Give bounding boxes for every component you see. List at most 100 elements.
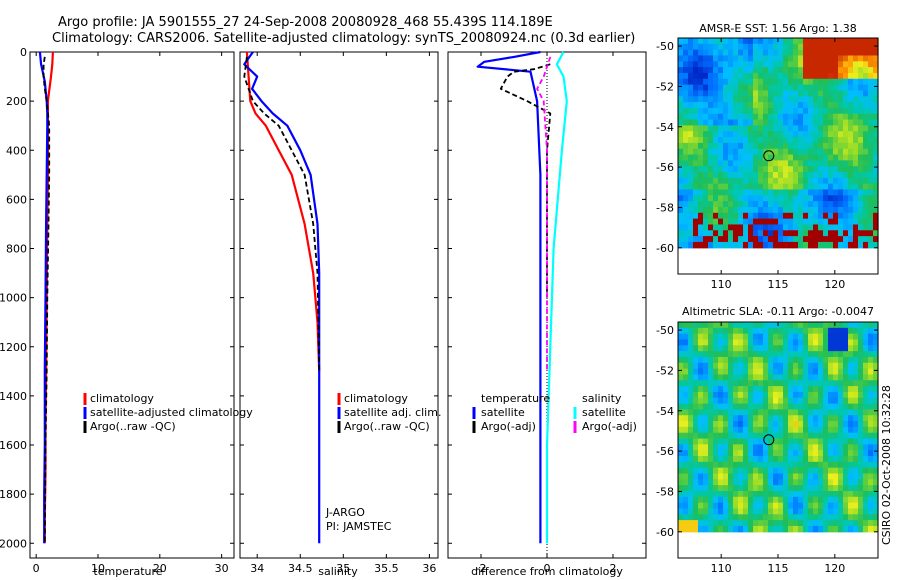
heatmap-cell: [748, 212, 754, 220]
heatmap-cell: [773, 490, 779, 498]
heatmap-cell: [708, 415, 714, 422]
heatmap-cell: [868, 409, 874, 416]
heatmap-cell: [783, 467, 789, 475]
heatmap-cell: [723, 206, 729, 214]
heatmap-cell: [823, 206, 829, 214]
heatmap-cell: [863, 131, 869, 138]
heatmap-cell: [863, 502, 869, 510]
heatmap-cell: [743, 339, 749, 346]
heatmap-cell: [753, 432, 759, 440]
heatmap-cell: [823, 142, 829, 150]
heatmap-cell: [863, 467, 869, 475]
heatmap-cell: [708, 520, 714, 527]
heatmap-cell: [778, 43, 784, 51]
heatmap-cell: [688, 160, 694, 167]
heatmap-cell: [708, 426, 714, 434]
heatmap-cell: [708, 467, 714, 475]
heatmap-cell: [788, 502, 794, 510]
heatmap-cell: [813, 362, 819, 370]
heatmap-cell: [828, 125, 834, 132]
heatmap-cell: [798, 391, 804, 399]
heatmap-cell: [688, 397, 694, 405]
heatmap-cell: [768, 172, 774, 179]
heatmap-cell: [803, 119, 809, 127]
heatmap-cell: [718, 409, 724, 416]
heatmap-cell: [693, 189, 699, 196]
heatmap-cell: [783, 438, 789, 445]
heatmap-cell: [803, 397, 809, 405]
heatmap-cell: [813, 380, 819, 387]
heatmap-cell: [728, 241, 734, 249]
heatmap-cell: [803, 386, 809, 393]
heatmap-cell: [688, 148, 694, 156]
heatmap-cell: [868, 236, 874, 243]
heatmap-cell: [823, 107, 829, 115]
heatmap-cell: [733, 467, 739, 475]
heatmap-cell: [748, 183, 754, 191]
heatmap-cell: [698, 450, 704, 457]
heatmap-cell: [853, 520, 859, 527]
heatmap-cell: [798, 397, 804, 405]
heatmap-cell: [838, 125, 844, 132]
heatmap-cell: [798, 84, 804, 92]
heatmap-cell: [803, 148, 809, 156]
heatmap-cell: [723, 473, 729, 480]
heatmap-cell: [823, 131, 829, 138]
heatmap-cell: [768, 397, 774, 405]
heatmap-cell: [838, 84, 844, 92]
heatmap-cell: [848, 432, 854, 440]
heatmap-cell: [858, 496, 864, 504]
heatmap-cell: [708, 514, 714, 521]
heatmap-cell: [798, 206, 804, 214]
heatmap-cell: [703, 49, 709, 57]
heatmap-cell: [828, 467, 834, 475]
heatmap-cell: [828, 154, 834, 161]
heatmap-cell: [728, 520, 734, 527]
heatmap-cell: [693, 525, 699, 533]
heatmap-cell: [763, 467, 769, 475]
heatmap-cell: [793, 461, 799, 469]
heatmap-cell: [803, 49, 809, 57]
heatmap-cell: [848, 327, 854, 335]
heatmap-cell: [703, 386, 709, 393]
heatmap-cell: [838, 107, 844, 115]
heatmap-cell: [823, 125, 829, 132]
heatmap-cell: [723, 322, 729, 329]
heatmap-cell: [708, 49, 714, 57]
heatmap-cell: [703, 148, 709, 156]
heatmap-cell: [768, 444, 774, 451]
heatmap-cell: [843, 224, 849, 231]
heatmap-cell: [778, 172, 784, 179]
heatmap-cell: [733, 212, 739, 220]
heatmap-cell: [748, 160, 754, 167]
heatmap-cell: [733, 514, 739, 521]
legend-heading-salinity: salinity: [582, 392, 622, 405]
heatmap-cell: [863, 333, 869, 341]
heatmap-cell: [873, 107, 879, 115]
heatmap-cell: [723, 236, 729, 243]
heatmap-cell: [748, 368, 754, 376]
heatmap-cell: [718, 131, 724, 138]
heatmap-cell: [698, 154, 704, 161]
heatmap-cell: [708, 224, 714, 231]
heatmap-cell: [858, 172, 864, 179]
heatmap-cell: [748, 339, 754, 346]
heatmap-cell: [783, 479, 789, 486]
heatmap-cell: [723, 374, 729, 381]
heatmap-cell: [783, 345, 789, 352]
heatmap-cell: [738, 456, 744, 463]
heatmap-cell: [713, 426, 719, 434]
heatmap-cell: [698, 160, 704, 167]
heatmap-cell: [678, 172, 684, 179]
heatmap-cell: [843, 356, 849, 364]
heatmap-cell: [843, 368, 849, 376]
heatmap-cell: [808, 241, 814, 249]
heatmap-cell: [843, 90, 849, 97]
heatmap-cell: [803, 142, 809, 150]
heatmap-cell: [828, 107, 834, 115]
heatmap-cell: [778, 96, 784, 103]
heatmap-cell: [723, 426, 729, 434]
heatmap-cell: [788, 461, 794, 469]
heatmap-cell: [773, 67, 779, 74]
heatmap-cell: [718, 467, 724, 475]
